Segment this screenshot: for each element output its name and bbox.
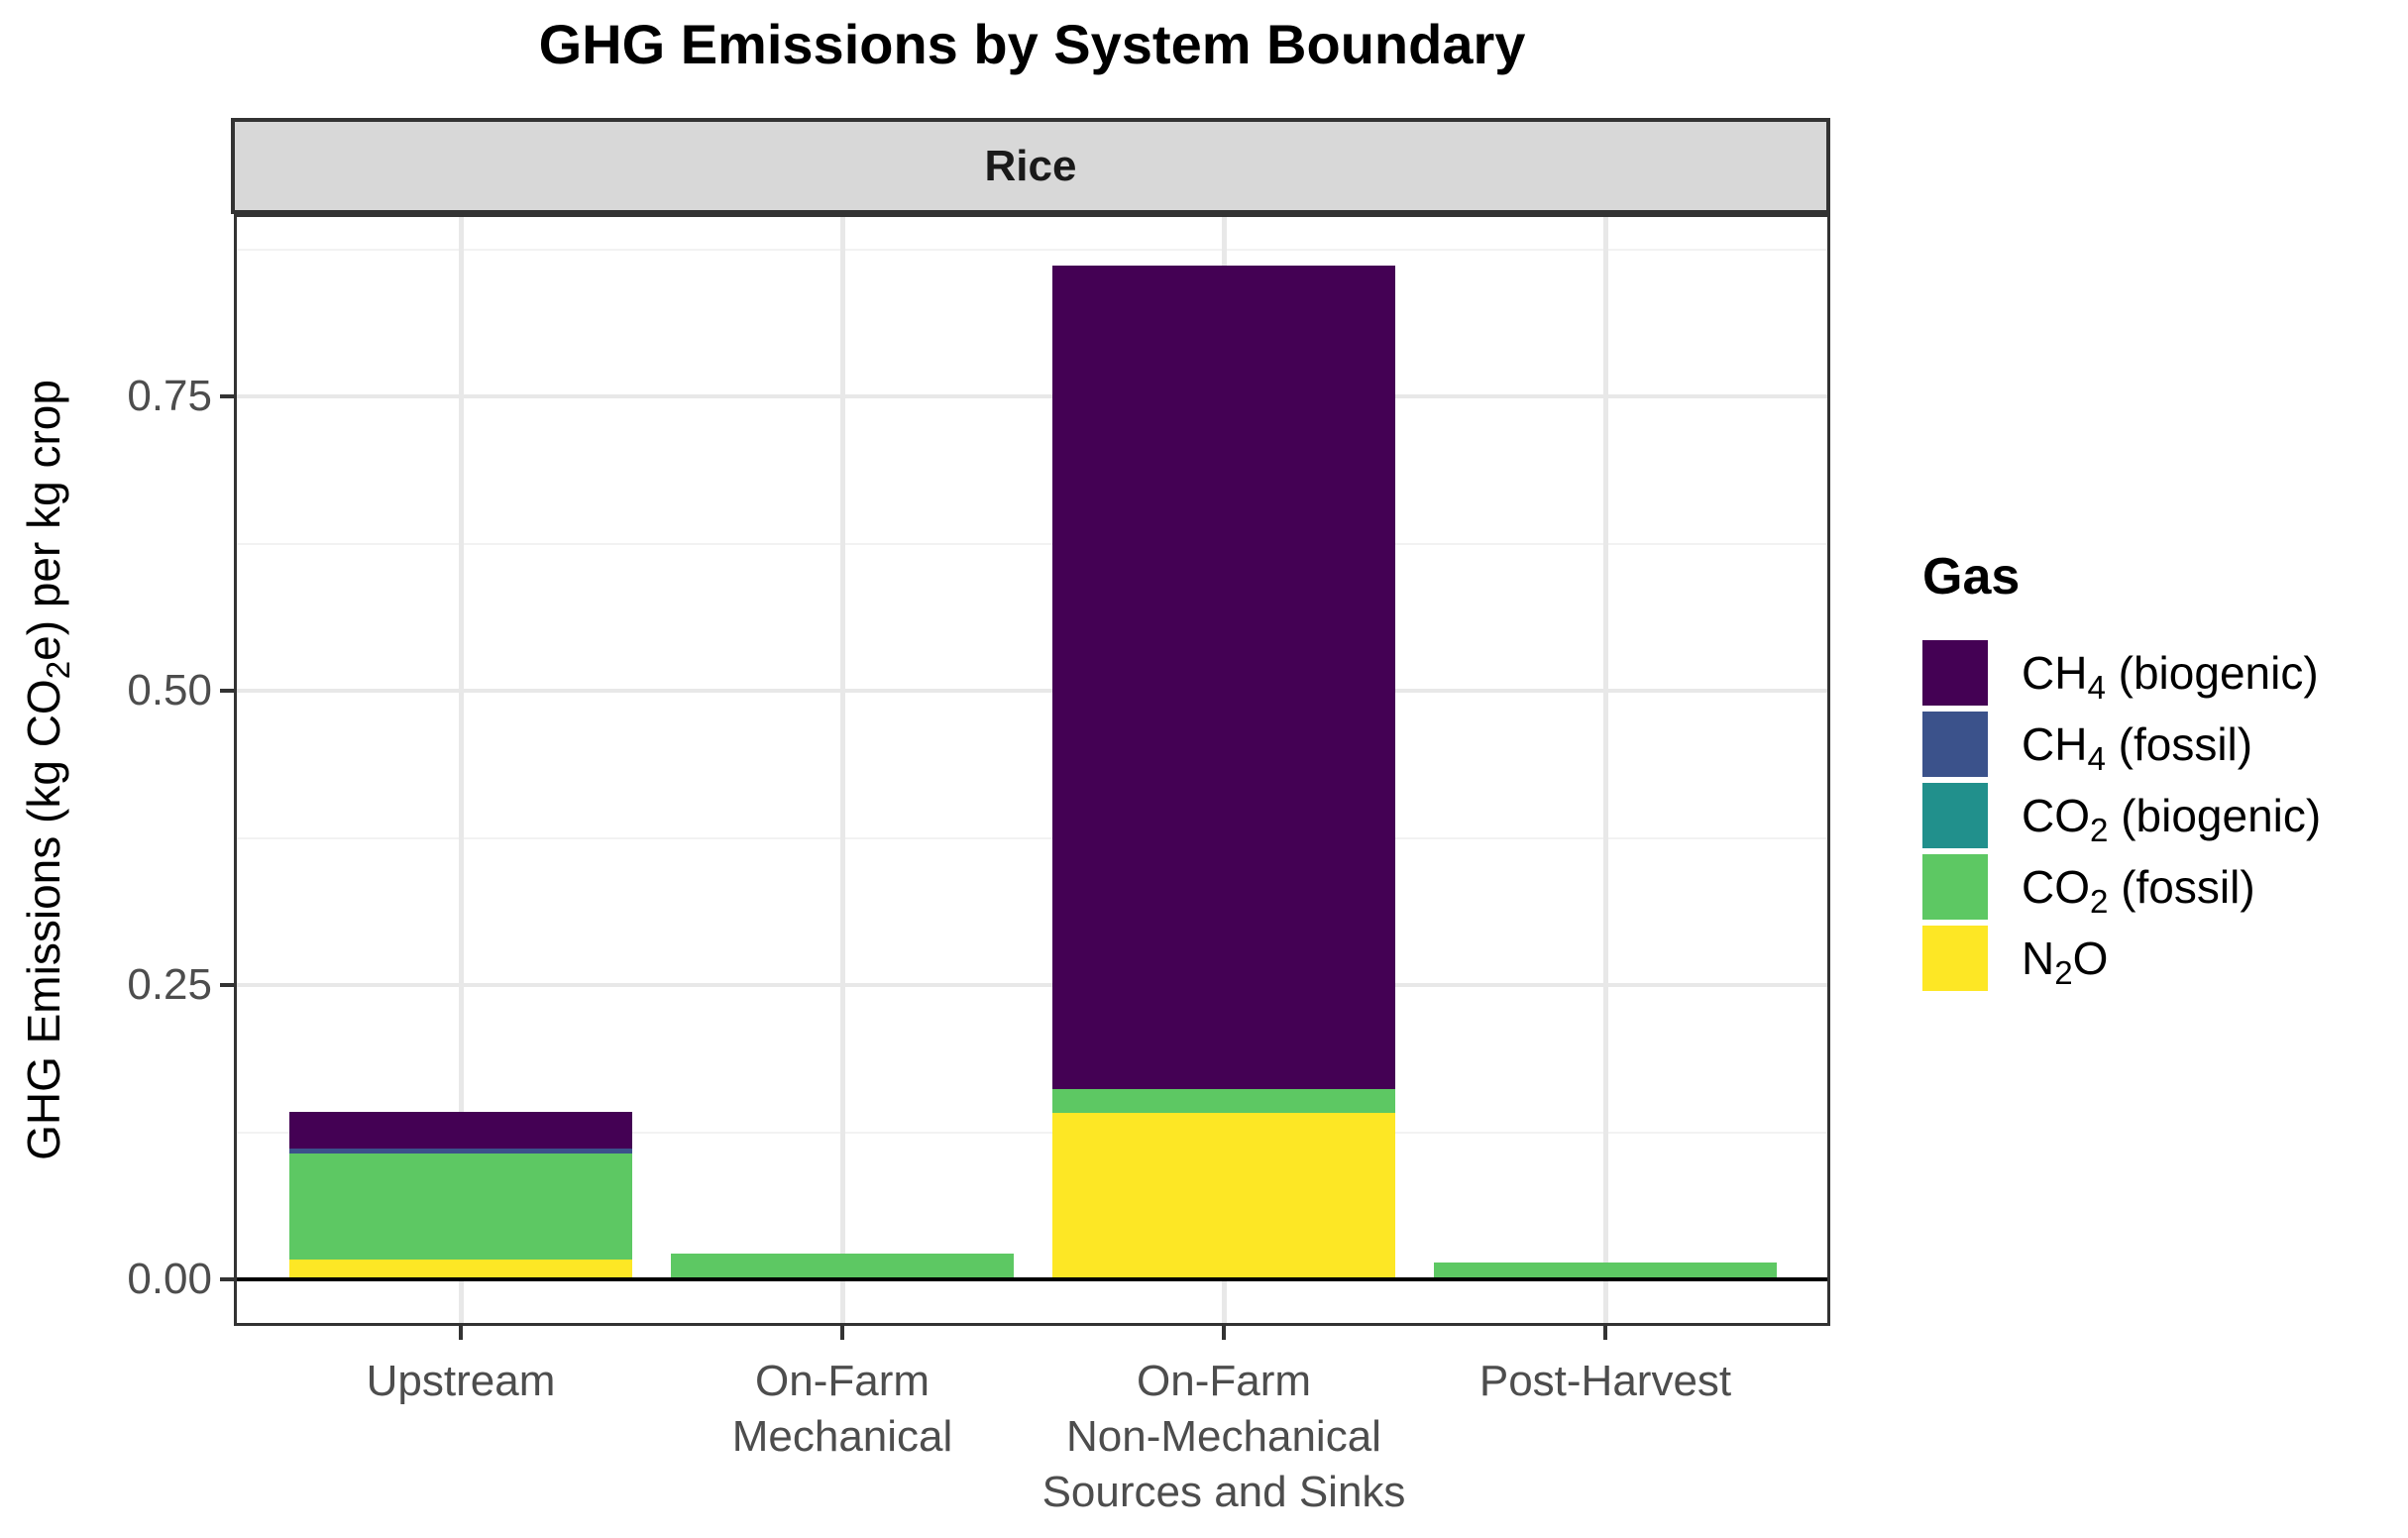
legend-item: N2O bbox=[1922, 926, 2321, 991]
y-axis-title: GHG Emissions (kg CO2e) per kg crop bbox=[18, 380, 78, 1160]
y-tick-label: 0.75 bbox=[127, 372, 212, 420]
x-tick-mark bbox=[459, 1326, 463, 1340]
x-tick-mark bbox=[1603, 1326, 1607, 1340]
gridline-major bbox=[234, 394, 1830, 398]
legend-title: Gas bbox=[1922, 548, 2021, 605]
bar-segment bbox=[289, 1153, 632, 1260]
legend-label: CO2 (biogenic) bbox=[2022, 790, 2322, 850]
bar-segment bbox=[289, 1112, 632, 1150]
gridline-vertical bbox=[1602, 214, 1608, 1326]
legend-key-swatch bbox=[1922, 712, 1988, 777]
bar-segment bbox=[289, 1259, 632, 1279]
gridline-major bbox=[234, 983, 1830, 987]
legend-label: CH4 (fossil) bbox=[2022, 718, 2253, 779]
y-tick-label: 0.50 bbox=[127, 666, 212, 714]
y-tick-mark bbox=[220, 1277, 234, 1281]
gridline-minor bbox=[234, 1131, 1830, 1134]
legend-label: CH4 (biogenic) bbox=[2022, 647, 2319, 708]
x-tick-label: On-Farm Non-Mechanical Sources and Sinks bbox=[1041, 1357, 1406, 1516]
zero-baseline bbox=[234, 1277, 1830, 1281]
gridline-minor bbox=[234, 542, 1830, 545]
y-tick-label: 0.25 bbox=[127, 960, 212, 1009]
legend-key-swatch bbox=[1922, 854, 1988, 920]
legend-label: CO2 (fossil) bbox=[2022, 861, 2255, 922]
x-tick-mark bbox=[840, 1326, 844, 1340]
chart-title: GHG Emissions by System Boundary bbox=[538, 13, 1526, 75]
legend-item: CH4 (biogenic) bbox=[1922, 640, 2321, 706]
y-tick-label: 0.00 bbox=[127, 1255, 212, 1303]
legend-item: CO2 (fossil) bbox=[1922, 854, 2321, 920]
gridline-vertical bbox=[839, 214, 845, 1326]
x-tick-label: On-Farm Mechanical bbox=[731, 1357, 953, 1461]
gridline-vertical bbox=[458, 214, 464, 1326]
legend-key-swatch bbox=[1922, 640, 1988, 706]
y-tick-mark bbox=[220, 689, 234, 693]
y-tick-mark bbox=[220, 394, 234, 398]
legend-items: CH4 (biogenic) CH4 (fossil) CO2 (biogenic)… bbox=[1922, 640, 2321, 991]
legend-key-swatch bbox=[1922, 926, 1988, 991]
bar-segment bbox=[1434, 1263, 1777, 1279]
x-tick-label: Post-Harvest bbox=[1478, 1357, 1732, 1405]
gridline-major bbox=[234, 689, 1830, 693]
bar-segment bbox=[1052, 266, 1395, 1089]
plot-panel bbox=[234, 214, 1830, 1326]
legend-key-swatch bbox=[1922, 783, 1988, 848]
legend-item: CH4 (fossil) bbox=[1922, 712, 2321, 777]
x-tick-label: Upstream bbox=[366, 1357, 556, 1405]
y-tick-mark bbox=[220, 983, 234, 987]
bar-segment bbox=[289, 1149, 632, 1154]
gridline-minor bbox=[234, 248, 1830, 251]
bar-segment bbox=[671, 1253, 1014, 1277]
legend-label: N2O bbox=[2022, 933, 2109, 993]
gridline-minor bbox=[234, 836, 1830, 839]
legend: Gas CH4 (biogenic) CH4 (fossil) CO2 (bioge… bbox=[1922, 547, 2321, 997]
bar-segment bbox=[1052, 1113, 1395, 1279]
facet-strip: Rice bbox=[231, 118, 1830, 214]
facet-strip-label: Rice bbox=[984, 141, 1077, 190]
bar-segment bbox=[1052, 1088, 1395, 1114]
x-tick-mark bbox=[1222, 1326, 1226, 1340]
legend-item: CO2 (biogenic) bbox=[1922, 783, 2321, 848]
